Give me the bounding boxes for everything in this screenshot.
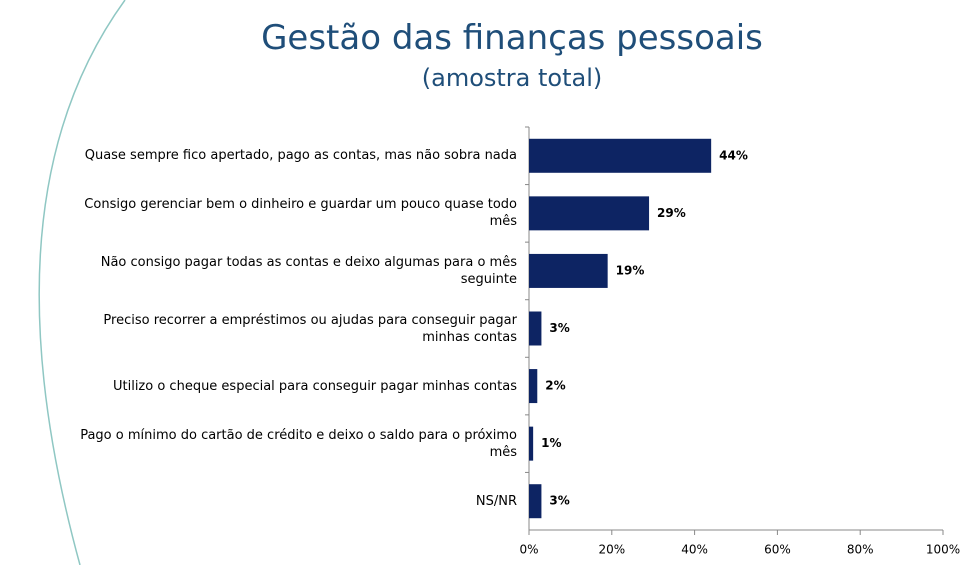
- x-tick-label: 20%: [598, 543, 625, 557]
- category-label: Não consigo pagar todas as contas e deix…: [100, 254, 517, 287]
- category-label: Consigo gerenciar bem o dinheiro e guard…: [84, 197, 517, 230]
- bar: [529, 369, 538, 404]
- bar: [529, 196, 650, 231]
- category-label: Pago o mínimo do cartão de crédito e dei…: [80, 427, 517, 460]
- x-tick-label: 40%: [681, 543, 708, 557]
- chart-title: Gestão das finanças pessoais: [261, 18, 763, 58]
- category-label: Utilizo o cheque especial para conseguir…: [112, 378, 517, 394]
- value-label: 1%: [541, 436, 561, 450]
- value-label: 29%: [657, 206, 686, 220]
- x-tick-label: 100%: [926, 543, 960, 557]
- decor-arc: [38, 0, 126, 565]
- x-tick-label: 60%: [764, 543, 791, 557]
- bar: [529, 484, 542, 519]
- value-label: 3%: [549, 494, 569, 508]
- value-label: 3%: [549, 321, 569, 335]
- category-label: NS/NR: [475, 493, 517, 509]
- category-label: Quase sempre fico apertado, pago as cont…: [84, 148, 517, 164]
- value-label: 19%: [616, 263, 645, 277]
- x-tick-label: 0%: [519, 543, 538, 557]
- value-label: 44%: [719, 148, 748, 162]
- bar: [529, 253, 608, 288]
- category-label: Preciso recorrer a empréstimos ou ajudas…: [103, 312, 517, 345]
- value-label: 2%: [545, 379, 565, 393]
- bar: [529, 311, 542, 346]
- bar: [529, 426, 534, 461]
- x-tick-label: 80%: [847, 543, 874, 557]
- chart-subtitle: (amostra total): [421, 64, 603, 92]
- bar: [529, 138, 712, 173]
